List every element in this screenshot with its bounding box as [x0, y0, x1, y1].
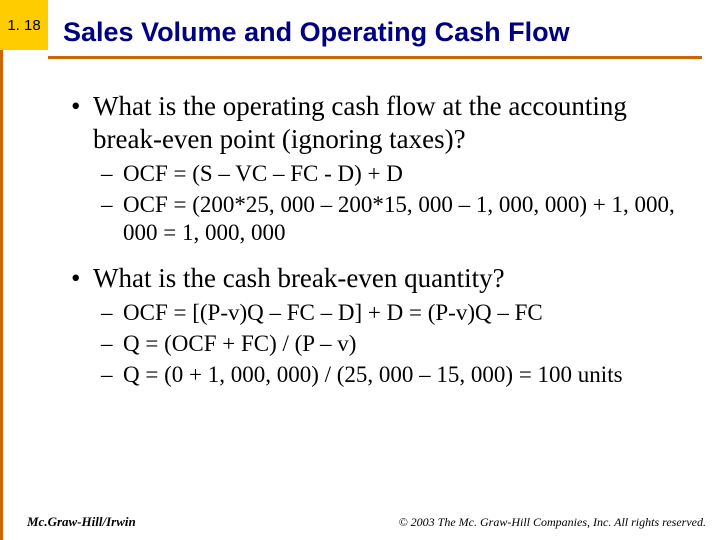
content-area: What is the operating cash flow at the a…: [71, 90, 690, 403]
bullet-level2: Q = (0 + 1, 000, 000) / (25, 000 – 15, 0…: [101, 361, 690, 390]
title-underline: [48, 56, 702, 59]
page-number-box: 1. 18: [0, 0, 48, 50]
bullet-level2: OCF = [(P-v)Q – FC – D] + D = (P-v)Q – F…: [101, 299, 690, 328]
bullet-level2: OCF = (S – VC – FC - D) + D: [101, 160, 690, 189]
page-number: 1. 18: [7, 17, 40, 34]
bullet-level2: Q = (OCF + FC) / (P – v): [101, 330, 690, 359]
slide: 1. 18 Sales Volume and Operating Cash Fl…: [0, 0, 720, 540]
bullet-group: What is the cash break-even quantity? OC…: [71, 262, 690, 389]
bullet-level2: OCF = (200*25, 000 – 200*15, 000 – 1, 00…: [101, 191, 690, 249]
bullet-level1: What is the operating cash flow at the a…: [71, 90, 690, 156]
footer-publisher: Mc.Graw-Hill/Irwin: [27, 514, 136, 530]
title-wrap: Sales Volume and Operating Cash Flow: [63, 6, 700, 58]
slide-title: Sales Volume and Operating Cash Flow: [63, 17, 570, 48]
bullet-level1: What is the cash break-even quantity?: [71, 262, 690, 295]
footer-copyright: © 2003 The Mc. Graw-Hill Companies, Inc.…: [399, 515, 706, 530]
bullet-group: What is the operating cash flow at the a…: [71, 90, 690, 248]
